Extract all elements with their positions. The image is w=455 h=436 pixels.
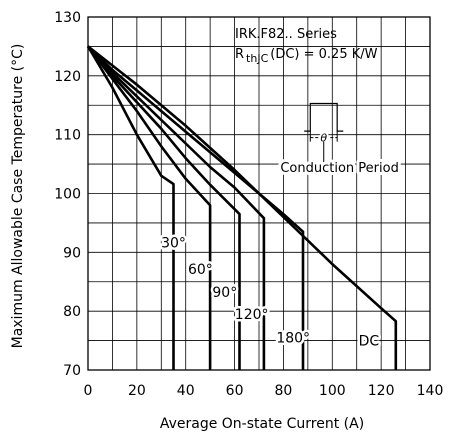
y-tick-label: 110 [54,128,81,144]
y-axis-title: Maximum Allowable Case Temperature (°C) [10,44,26,349]
x-tick-label: 40 [177,383,195,399]
series-label: DC [359,334,380,350]
chart-title: IRK.F82.. Series [235,27,337,42]
grid [87,16,431,371]
series-line [86,45,175,370]
x-tick-label: 20 [128,383,146,399]
y-tick-label: 100 [54,187,81,203]
x-tick-label: 140 [417,383,444,399]
series-label: 120° [235,307,269,323]
series-line [87,45,305,370]
y-tick-label: 90 [63,245,81,261]
series-line [87,45,398,370]
conduction-period-inset: θ Conduction Period [277,102,402,179]
series-line [87,45,266,370]
x-tick-label: 100 [319,383,346,399]
y-tick-label: 120 [54,69,81,85]
subtitle-rest: (DC) = 0.25 K/W [270,47,377,62]
series-line [86,45,241,370]
x-tick-label: 120 [368,383,395,399]
series-label: 90° [212,285,237,301]
conduction-period-label: Conduction Period [280,161,398,176]
x-tick-label: 60 [226,383,244,399]
tick-labels: 0 20 40 60 80 100 120 140 70 80 90 100 110 120 130 [54,10,443,399]
series-labels: 30°60° 90° 120° 180° DC [159,233,382,352]
x-axis-title: Average On-state Current (A) [160,416,364,432]
y-tick-label: 130 [54,10,81,26]
conduction-waveform [304,102,344,132]
subtitle-subscript: thJC [246,52,269,65]
x-tick-label: 0 [84,383,93,399]
plot-frame [87,16,431,371]
series-line [86,45,212,370]
series-label: 30° [161,235,186,251]
series-label: 180° [276,331,310,347]
series-label: 60° [188,262,213,278]
y-tick-label: 70 [63,363,81,379]
x-tick-label: 80 [275,383,293,399]
series-curves [86,45,398,370]
subtitle-r: R [235,47,244,62]
y-tick-label: 80 [63,304,81,320]
theta-symbol: θ [320,132,327,145]
